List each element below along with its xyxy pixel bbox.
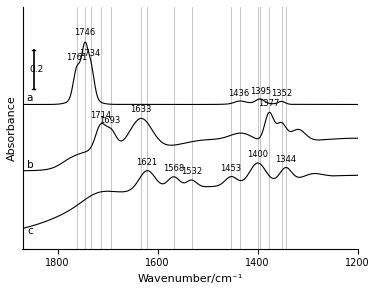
Text: 1395: 1395 — [250, 87, 271, 96]
Text: 1568: 1568 — [163, 164, 184, 173]
Text: 1400: 1400 — [247, 150, 268, 159]
Text: 1436: 1436 — [228, 89, 250, 98]
Text: 1693: 1693 — [100, 116, 121, 125]
Text: 1761: 1761 — [66, 53, 88, 62]
Text: 1377: 1377 — [258, 100, 279, 109]
Text: 1621: 1621 — [136, 158, 158, 167]
Text: 1453: 1453 — [221, 164, 242, 173]
Text: 1352: 1352 — [271, 89, 292, 98]
Text: 1633: 1633 — [130, 106, 152, 114]
Text: 1532: 1532 — [181, 167, 202, 176]
Text: 1746: 1746 — [74, 28, 95, 37]
X-axis label: Wavenumber/cm⁻¹: Wavenumber/cm⁻¹ — [138, 274, 243, 284]
Text: a: a — [27, 93, 33, 104]
Text: c: c — [27, 226, 33, 236]
Y-axis label: Absorbance: Absorbance — [7, 95, 17, 161]
Text: 1714: 1714 — [90, 111, 111, 120]
Text: 0.2: 0.2 — [29, 65, 44, 74]
Text: 1344: 1344 — [275, 155, 296, 164]
Text: 1734: 1734 — [80, 49, 101, 58]
Text: b: b — [27, 160, 33, 170]
